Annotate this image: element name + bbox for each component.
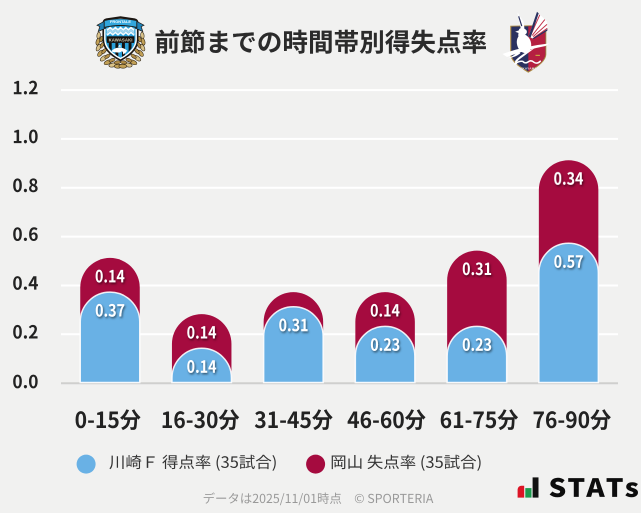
svg-text:KAWASAKI: KAWASAKI [109, 38, 133, 43]
svg-text:OKAYAMA: OKAYAMA [520, 66, 538, 70]
svg-text:FRONTALE: FRONTALE [110, 19, 131, 24]
